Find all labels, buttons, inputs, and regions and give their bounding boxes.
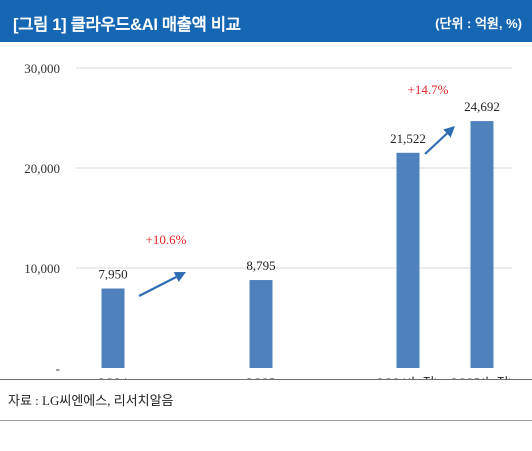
- chart-title: [그림 1] 클라우드&AI 매출액 비교: [13, 16, 241, 34]
- growth-arrow-head: [173, 272, 186, 282]
- y-tick-label: 10,000: [24, 261, 60, 276]
- y-tick-label: 20,000: [24, 161, 60, 176]
- footer-divider: [0, 420, 532, 421]
- growth-rate-label: +10.6%: [146, 232, 187, 247]
- bar-value-label: 7,950: [98, 267, 127, 282]
- bar: [396, 152, 420, 368]
- chart-footer: 자료 : LG씨엔에스, 리서치알음: [0, 379, 532, 451]
- bar-value-label: 8,795: [246, 258, 275, 273]
- x-tick-label: 3Q24: [99, 375, 128, 379]
- growth-rate-label: +14.7%: [408, 82, 449, 97]
- y-tick-label: 30,000: [24, 61, 60, 76]
- bar-chart: - 10,000 20,000 30,000 7,950 8,795 21,522 24,6…: [24, 61, 512, 379]
- growth-arrow: [424, 132, 448, 155]
- growth-arrow-head: [443, 126, 455, 138]
- bar: [470, 121, 494, 368]
- bar: [249, 280, 273, 368]
- y-tick-label: -: [56, 361, 60, 376]
- x-tick-label: 3Q25: [247, 375, 276, 379]
- chart-header: [그림 1] 클라우드&AI 매출액 비교 (단위 : 억원, %): [0, 0, 532, 42]
- bar: [101, 288, 125, 368]
- source-note: 자료 : LG씨엔에스, 리서치알음: [8, 393, 174, 408]
- x-tick-label: 3Q24(누적): [377, 375, 438, 379]
- growth-arrow: [138, 276, 177, 297]
- bar-value-label: 24,692: [464, 99, 500, 114]
- x-tick-label: 3Q25(누적): [451, 375, 512, 379]
- unit-label: (단위 : 억원, %): [435, 16, 522, 31]
- bar-value-label: 21,522: [390, 131, 426, 146]
